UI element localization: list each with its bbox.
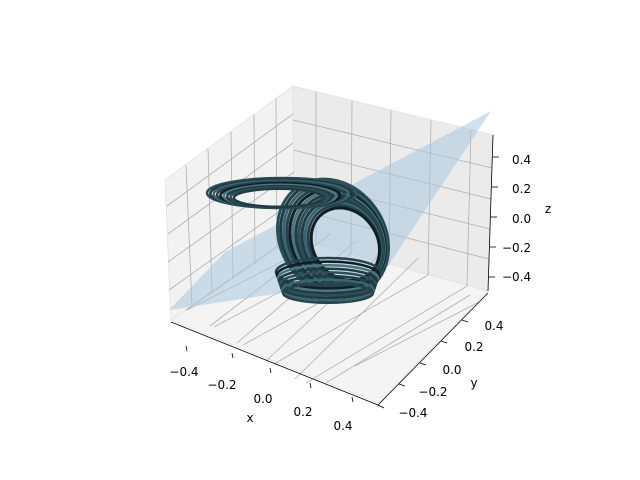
x-tick-label: 0.4 <box>333 419 352 433</box>
attractor-loop <box>281 281 375 305</box>
z-tick-label: −0.2 <box>502 241 531 255</box>
x-tick-label: 0.2 <box>293 405 312 419</box>
attractor-loop <box>274 256 382 288</box>
attractor-loop <box>277 267 379 295</box>
z-tick-label: 0.0 <box>512 212 531 226</box>
y-axis-line <box>377 292 489 406</box>
x-tick-label: −0.4 <box>169 365 198 379</box>
y-axis-label: y <box>470 376 477 390</box>
z-tick-label: 0.4 <box>512 153 531 167</box>
z-axis: −0.4 −0.2 0.0 0.2 0.4 z <box>489 153 551 284</box>
x-tick-label: 0.0 <box>253 392 272 406</box>
y-tick-label: −0.4 <box>398 406 427 420</box>
attractor-trajectory <box>205 176 390 305</box>
attractor-loop <box>276 263 380 293</box>
attractor-loop <box>279 274 377 300</box>
x-axis-line <box>170 321 379 406</box>
attractor-loop <box>278 271 378 297</box>
z-axis-line <box>487 134 494 292</box>
y-tick-label: −0.2 <box>418 385 447 399</box>
y-tick-label: 0.4 <box>484 319 503 333</box>
y-axis: −0.4 −0.2 0.0 0.2 0.4 y <box>377 319 504 420</box>
attractor-loop <box>232 187 326 209</box>
z-tick-label: 0.2 <box>512 182 531 196</box>
x-tick-label: −0.2 <box>207 378 236 392</box>
y-tick-label: 0.0 <box>442 363 461 377</box>
z-tick-label: −0.4 <box>502 270 531 284</box>
y-tick-label: 0.2 <box>464 340 483 354</box>
attractor-loop <box>280 278 376 302</box>
z-axis-label: z <box>545 202 551 216</box>
attractor-loop <box>275 260 381 290</box>
x-axis-label: x <box>246 411 253 425</box>
x-axis: −0.4 −0.2 0.0 0.2 0.4 x <box>169 345 354 433</box>
